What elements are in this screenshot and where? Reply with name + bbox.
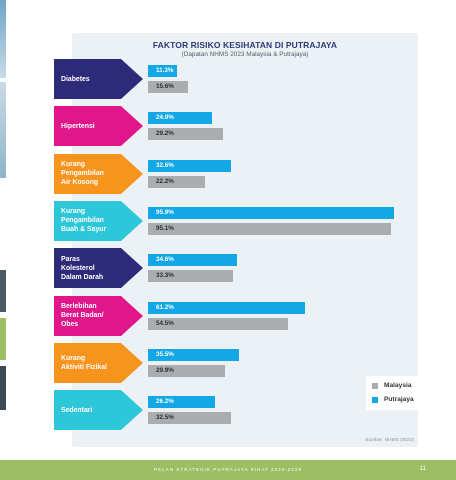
- bar-malaysia: 22.2%: [148, 175, 205, 188]
- category-label-box: [54, 106, 121, 147]
- category-label: Sedentari: [61, 390, 137, 430]
- source-note: Sumber: NHMS (2023): [365, 438, 414, 443]
- category-label-text: Kurang Pengambilan Air Kosong: [61, 161, 104, 187]
- legend-label-malaysia: Malaysia: [384, 382, 412, 389]
- category-label: Kurang Pengambilan Air Kosong: [61, 154, 137, 194]
- legend-item-malaysia: Malaysia: [372, 382, 412, 389]
- chart-legend: Malaysia Putrajaya: [366, 376, 422, 410]
- legend-swatch-putrajaya: [372, 396, 378, 403]
- chart-subtitle: (Dapatan NHMS 2023 Malaysia & Putrajaya): [181, 51, 309, 58]
- category-label-arrow: [121, 200, 143, 241]
- footer-text: PELAN STRATEGIK PUTRAJAYA SIHAT 2024-202…: [153, 467, 303, 472]
- category-label-box: [54, 200, 121, 241]
- bar-malaysia: 95.1%: [148, 222, 392, 235]
- decorative-strip-4: [0, 318, 6, 360]
- decorative-strip-3: [0, 270, 6, 312]
- category-label-box: [54, 153, 121, 194]
- category-label-text: Hipertensi: [61, 122, 95, 130]
- decorative-strip-5: [0, 366, 6, 410]
- bar-putrajaya: 34.6%: [148, 254, 237, 267]
- chart-title: FAKTOR RISIKO KESIHATAN DI PUTRAJAYA: [152, 40, 338, 50]
- category-label-text: Sedentari: [61, 406, 93, 414]
- bar-putrajaya: 95.9%: [148, 206, 394, 219]
- bar-malaysia: 33.3%: [148, 270, 234, 283]
- category-label-box: [54, 390, 121, 431]
- category-label-box: [54, 295, 121, 336]
- bar-malaysia: 54.5%: [148, 317, 288, 330]
- category-label-box: [54, 342, 121, 383]
- bar-putrajaya: 24.9%: [148, 112, 212, 125]
- category-label-arrow: [121, 390, 143, 431]
- bar-putrajaya: 61.2%: [148, 301, 305, 314]
- bar-malaysia: 32.5%: [148, 412, 232, 425]
- page-number: 11: [419, 465, 426, 472]
- bar-malaysia: 29.9%: [148, 364, 225, 377]
- decorative-strip-1: [0, 0, 6, 78]
- bar-putrajaya: 35.5%: [148, 348, 239, 361]
- category-label-arrow: [121, 106, 143, 147]
- legend-item-putrajaya: Putrajaya: [372, 396, 414, 403]
- category-label: Paras Kolesterol Dalam Darah: [61, 248, 137, 288]
- footer-bar: PELAN STRATEGIK PUTRAJAYA SIHAT 2024-202…: [0, 460, 456, 480]
- bar-malaysia: 29.2%: [148, 128, 223, 141]
- category-label-arrow: [121, 59, 143, 99]
- category-label-text: Diabetes: [61, 75, 90, 83]
- decorative-strip-2: [0, 82, 6, 178]
- category-label-box: [54, 248, 121, 289]
- category-label-arrow: [121, 342, 143, 383]
- category-label: Kurang Aktiviti Fizikal: [61, 343, 137, 383]
- category-label-arrow: [121, 295, 143, 336]
- category-label: Diabetes: [61, 59, 137, 99]
- bar-putrajaya: 32.6%: [148, 159, 232, 172]
- bar-putrajaya: 26.2%: [148, 396, 216, 409]
- bar-malaysia: 15.6%: [148, 81, 188, 93]
- category-label-text: Kurang Aktiviti Fizikal: [61, 354, 107, 371]
- legend-label-putrajaya: Putrajaya: [384, 396, 414, 403]
- category-label-arrow: [121, 248, 143, 289]
- category-label: Hipertensi: [61, 106, 137, 146]
- category-label: Berlebihan Berat Badan/Obes: [61, 296, 137, 336]
- category-label-text: Berlebihan Berat Badan/Obes: [61, 303, 104, 328]
- category-label-text: Paras Kolesterol Dalam Darah: [61, 255, 104, 281]
- category-label-box: [54, 59, 121, 99]
- category-label-text: Kurang Pengambilan Buah & Sayur: [61, 208, 107, 234]
- category-label-arrow: [121, 153, 143, 194]
- legend-swatch-malaysia: [372, 382, 378, 389]
- bar-putrajaya: 11.3%: [148, 65, 177, 77]
- category-label: Kurang Pengambilan Buah & Sayur: [61, 201, 137, 241]
